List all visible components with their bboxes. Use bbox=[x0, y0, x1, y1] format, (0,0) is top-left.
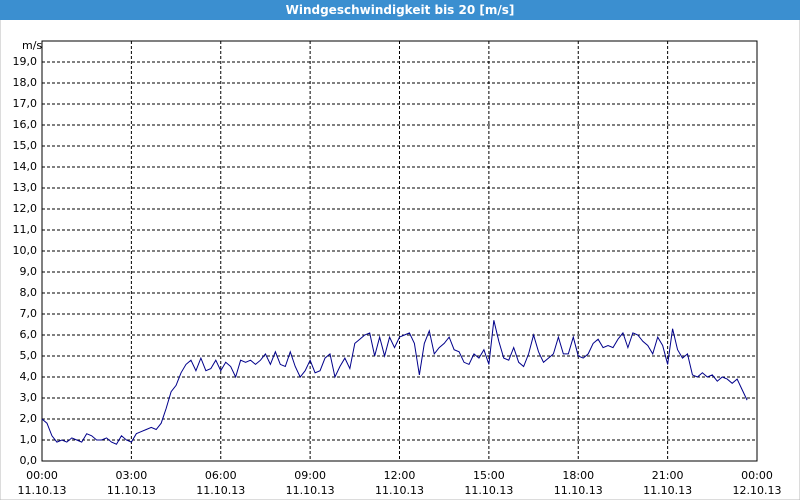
y-tick-label: 17,0 bbox=[13, 97, 38, 110]
y-tick-label: 13,0 bbox=[13, 181, 38, 194]
x-tick-label: 18:00 bbox=[562, 469, 594, 482]
grid bbox=[41, 41, 758, 462]
x-tick-label: 21:00 bbox=[652, 469, 684, 482]
x-tick-date: 11.10.13 bbox=[18, 484, 67, 497]
x-tick-date: 11.10.13 bbox=[107, 484, 156, 497]
y-tick-label: 2,0 bbox=[20, 412, 38, 425]
y-tick-label: 14,0 bbox=[13, 160, 38, 173]
x-tick-label: 12:00 bbox=[384, 469, 416, 482]
x-tick-date: 11.10.13 bbox=[286, 484, 335, 497]
x-tick-label: 00:00 bbox=[26, 469, 58, 482]
y-axis-label: m/s bbox=[22, 39, 42, 52]
y-tick-label: 19,0 bbox=[13, 55, 38, 68]
x-tick-date: 11.10.13 bbox=[554, 484, 603, 497]
y-tick-label: 7,0 bbox=[20, 307, 38, 320]
x-tick-label: 03:00 bbox=[116, 469, 148, 482]
y-tick-label: 10,0 bbox=[13, 244, 38, 257]
y-tick-label: 3,0 bbox=[20, 391, 38, 404]
y-tick-label: 6,0 bbox=[20, 328, 38, 341]
chart-title: Windgeschwindigkeit bis 20 [m/s] bbox=[286, 3, 515, 17]
y-tick-label: 18,0 bbox=[13, 76, 38, 89]
x-tick-date: 11.10.13 bbox=[196, 484, 245, 497]
y-tick-label: 8,0 bbox=[20, 286, 38, 299]
y-tick-label: 11,0 bbox=[13, 223, 38, 236]
x-tick-label: 15:00 bbox=[473, 469, 505, 482]
y-tick-label: 15,0 bbox=[13, 139, 38, 152]
y-tick-label: 16,0 bbox=[13, 118, 38, 131]
x-tick-date: 12.10.13 bbox=[733, 484, 782, 497]
x-tick-label: 06:00 bbox=[205, 469, 237, 482]
y-tick-label: 4,0 bbox=[20, 370, 38, 383]
plot-frame bbox=[41, 40, 758, 462]
x-tick-label: 09:00 bbox=[294, 469, 326, 482]
y-tick-label: 0,0 bbox=[20, 454, 38, 467]
data-line bbox=[41, 320, 748, 445]
x-tick-date: 11.10.13 bbox=[464, 484, 513, 497]
title-bar bbox=[0, 0, 800, 20]
y-tick-label: 12,0 bbox=[13, 202, 38, 215]
y-tick-label: 1,0 bbox=[20, 433, 38, 446]
x-tick-date: 11.10.13 bbox=[375, 484, 424, 497]
y-tick-label: 5,0 bbox=[20, 349, 38, 362]
x-tick-date: 11.10.13 bbox=[643, 484, 692, 497]
x-tick-label: 00:00 bbox=[741, 469, 773, 482]
y-tick-label: 9,0 bbox=[20, 265, 38, 278]
